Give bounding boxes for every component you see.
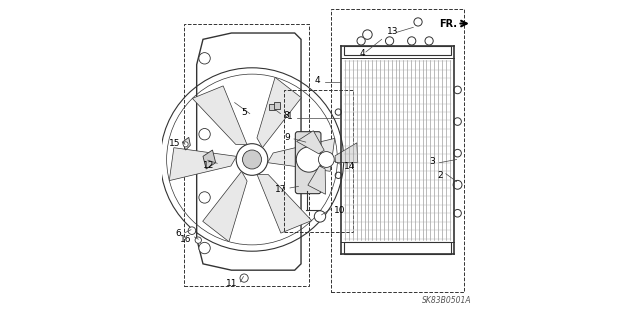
Polygon shape: [170, 148, 237, 181]
Circle shape: [385, 37, 394, 45]
Circle shape: [454, 181, 461, 189]
Circle shape: [454, 118, 461, 125]
Polygon shape: [203, 171, 247, 242]
Circle shape: [319, 152, 334, 167]
Circle shape: [199, 53, 211, 64]
Circle shape: [296, 147, 321, 172]
Circle shape: [357, 37, 365, 45]
Text: 9: 9: [285, 133, 291, 143]
Polygon shape: [308, 166, 326, 194]
Polygon shape: [257, 77, 301, 148]
Text: 8: 8: [284, 111, 289, 120]
Text: 17: 17: [275, 185, 286, 194]
Text: 5: 5: [241, 108, 247, 116]
Circle shape: [335, 109, 342, 115]
Circle shape: [199, 129, 211, 140]
Text: 13: 13: [387, 27, 399, 36]
Text: 12: 12: [203, 161, 214, 170]
Circle shape: [195, 237, 202, 243]
Circle shape: [240, 274, 248, 282]
Polygon shape: [335, 143, 358, 163]
Bar: [269, 104, 275, 110]
Bar: [274, 102, 280, 109]
Circle shape: [314, 211, 326, 222]
Circle shape: [425, 37, 433, 45]
Circle shape: [243, 150, 262, 169]
Circle shape: [414, 18, 422, 26]
FancyBboxPatch shape: [295, 132, 321, 194]
Polygon shape: [257, 174, 312, 233]
Polygon shape: [268, 138, 335, 171]
Polygon shape: [296, 131, 324, 154]
Circle shape: [199, 192, 211, 203]
Circle shape: [335, 172, 342, 178]
Text: 15: 15: [170, 138, 181, 148]
Polygon shape: [193, 86, 247, 145]
Circle shape: [183, 142, 188, 147]
Text: 16: 16: [180, 235, 191, 244]
Text: 1: 1: [287, 112, 293, 121]
Circle shape: [453, 180, 462, 189]
Text: 3: 3: [429, 157, 435, 166]
Circle shape: [408, 37, 416, 45]
Circle shape: [454, 149, 461, 157]
Circle shape: [236, 144, 268, 175]
Circle shape: [188, 227, 196, 234]
Text: 6: 6: [176, 229, 182, 238]
Circle shape: [454, 86, 461, 94]
Text: 4: 4: [360, 49, 365, 58]
Polygon shape: [182, 137, 190, 150]
Text: SK83B0501A: SK83B0501A: [422, 296, 472, 305]
Circle shape: [199, 242, 211, 254]
Text: 2: 2: [438, 171, 444, 180]
Circle shape: [454, 210, 461, 217]
Text: 4: 4: [315, 76, 321, 85]
Polygon shape: [203, 150, 216, 169]
Text: FR.: FR.: [440, 19, 458, 28]
Text: 10: 10: [334, 206, 346, 215]
Text: 11: 11: [226, 279, 237, 288]
Circle shape: [363, 30, 372, 39]
Text: 14: 14: [344, 162, 355, 171]
